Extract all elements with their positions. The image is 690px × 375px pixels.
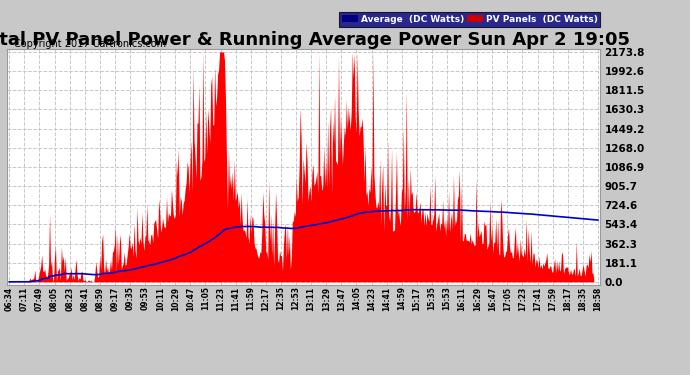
Title: Total PV Panel Power & Running Average Power Sun Apr 2 19:05: Total PV Panel Power & Running Average P…: [0, 31, 630, 49]
Text: Copyright 2017 Cartronics.com: Copyright 2017 Cartronics.com: [14, 39, 166, 50]
Legend: Average  (DC Watts), PV Panels  (DC Watts): Average (DC Watts), PV Panels (DC Watts): [339, 12, 600, 27]
